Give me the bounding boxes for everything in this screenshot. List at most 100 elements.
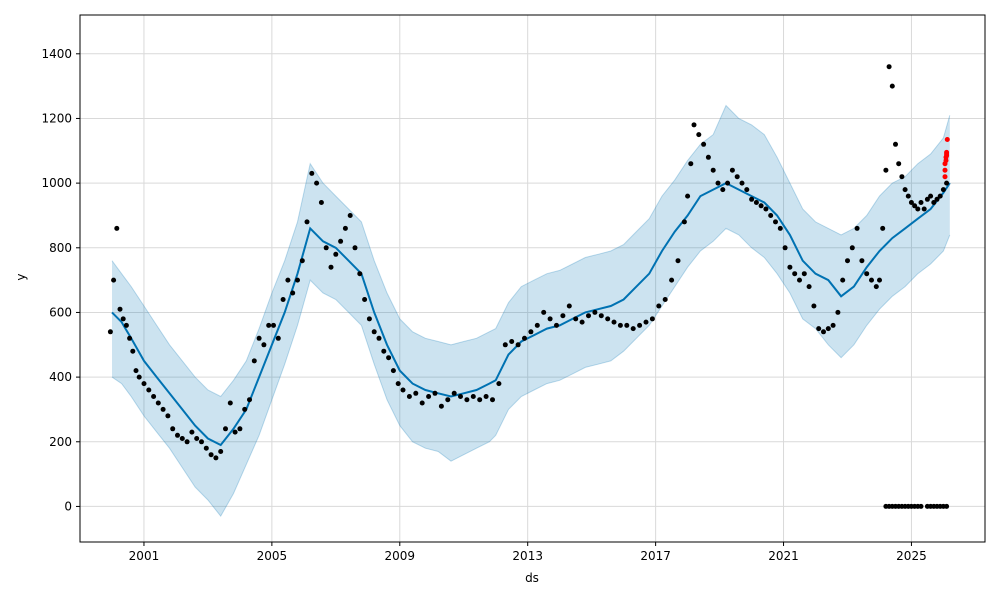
interval-lower-line [111,227,951,517]
observed-point [869,277,874,283]
observed-point [688,161,694,167]
observed-point [773,219,778,225]
observed-point [318,200,324,205]
observed-point [357,271,363,277]
observed-point [921,206,927,212]
plot-frame [79,14,986,543]
observed-point [170,426,176,432]
observed-point [566,303,572,309]
observed-point [777,225,783,231]
observed-point [816,326,822,332]
observed-point [811,303,817,309]
observed-point [107,329,113,335]
observed-point [886,64,892,70]
observed-point [290,290,296,296]
observed-point [242,406,248,412]
y-axis-label: y [14,273,28,280]
observed-point [902,187,908,193]
observed-point [696,132,702,138]
observed-point [314,180,320,186]
observed-point [413,390,419,396]
observed-point [598,313,604,319]
observed-point [630,326,636,332]
observed-point [438,403,444,409]
observed-point [649,316,655,322]
x-axis-label: ds [525,571,539,585]
observed-point [806,284,812,290]
observed-point [797,277,802,283]
observed-point [366,316,372,322]
observed-point [896,161,902,167]
observed-point [141,381,147,387]
observed-point [912,203,918,209]
observed-point [821,329,826,335]
observed-point [915,206,921,212]
observed-point [744,187,750,193]
observed-point [130,348,136,354]
observed-point [528,329,534,335]
observed-point [637,322,643,328]
observed-point [261,342,267,348]
observed-point [483,394,489,399]
observed-point [386,355,392,361]
observed-point [883,167,889,173]
observed-point [825,326,831,332]
observed-point [445,397,451,403]
observed-point [464,397,470,403]
observed-point [725,180,731,186]
observed-point [275,335,281,341]
observed-point [864,271,870,277]
observed-point [924,196,930,202]
observed-point [304,219,310,225]
observed-point [768,213,774,218]
observed-point [470,394,476,399]
observed-point [133,368,139,374]
observed-point [323,245,329,251]
observed-point [801,271,807,277]
observed-point [189,429,195,435]
observed-point [605,316,611,322]
observed-point [390,368,396,374]
observed-point [280,297,286,302]
observed-point [352,245,358,251]
observed-point [151,394,157,399]
observed-point [918,503,924,509]
observed-point [251,358,257,364]
observed-point [295,277,300,283]
observed-point [691,122,697,128]
gridlines [80,15,985,542]
observed-point [845,258,850,264]
forecast-lines [111,104,951,517]
observed-point [522,335,527,341]
observed-point [347,213,353,218]
observed-point [451,390,457,396]
observed-point [333,251,339,257]
x-tick-label: 2025 [896,549,927,563]
observed-point [123,322,129,328]
observed-point [763,206,769,212]
observed-point [753,200,759,205]
observed-point [237,426,243,432]
observed-point [787,264,793,270]
observed-point [656,303,662,309]
observed-point [889,83,895,89]
observed-point [426,394,432,399]
uncertainty-interval [112,105,950,517]
x-axis-ticks: 2001 2005 2009 2013 2017 2021 2025 [129,542,927,563]
observed-point [502,342,508,348]
observed-point [203,445,209,451]
observed-point [271,322,276,328]
observed-point [859,258,865,264]
observed-point [720,187,726,193]
x-tick-label: 2009 [385,549,416,563]
observed-point [146,387,152,393]
observed-point [944,503,950,509]
observed-point [362,297,368,302]
observed-point [309,170,315,176]
observed-point [573,316,579,322]
observed-point [729,167,735,173]
y-tick-label: 0 [64,499,72,513]
observed-point [247,397,252,403]
y-tick-label: 600 [49,305,72,319]
observed-point [175,432,180,438]
